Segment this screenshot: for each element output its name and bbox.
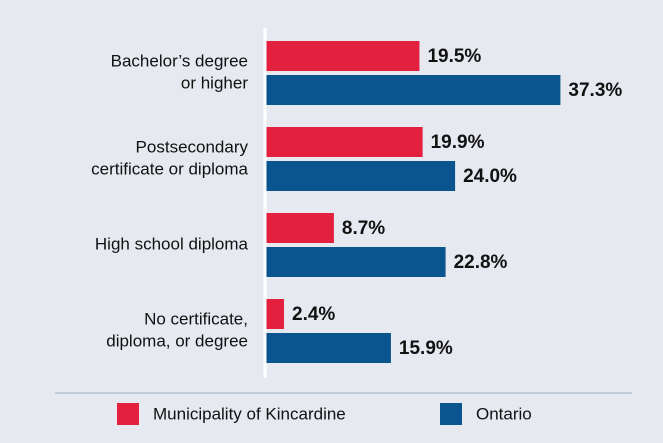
value-label: 19.9%: [431, 132, 485, 153]
value-label: 2.4%: [292, 304, 335, 325]
category-label: or higher: [181, 73, 248, 92]
bar: [265, 299, 285, 329]
bar: [265, 333, 391, 363]
category-label: Bachelor’s degree: [111, 51, 248, 70]
value-label: 24.0%: [463, 166, 517, 187]
value-label: 19.5%: [427, 46, 481, 67]
category-label: No certificate,: [144, 309, 248, 328]
bar: [265, 41, 420, 71]
legend-swatch: [117, 403, 139, 425]
bar: [265, 213, 334, 243]
category-label: certificate or diploma: [91, 159, 248, 178]
bar: [265, 247, 446, 277]
value-label: 15.9%: [399, 338, 453, 359]
legend-swatch: [440, 403, 462, 425]
bar: [265, 127, 423, 157]
legend-label: Municipality of Kincardine: [153, 404, 346, 423]
category-label: diploma, or degree: [106, 331, 248, 350]
bar: [265, 75, 561, 105]
legend-label: Ontario: [476, 404, 532, 423]
category-label: High school diploma: [95, 234, 249, 253]
value-label: 22.8%: [454, 252, 508, 273]
bar: [265, 161, 456, 191]
value-label: 8.7%: [342, 218, 385, 239]
category-label: Postsecondary: [136, 137, 249, 156]
value-label: 37.3%: [568, 80, 622, 101]
